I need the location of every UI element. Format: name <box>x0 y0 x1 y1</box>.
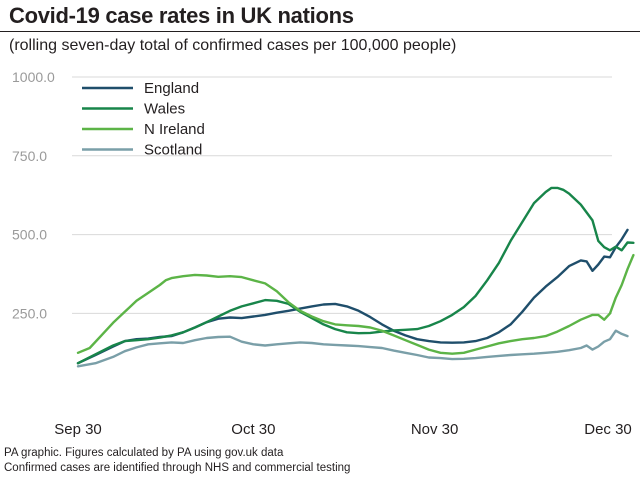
line-chart: 1000.0 750.0 500.0 250.0 Sep 30 Oct 30 Nov 30… <box>12 69 635 438</box>
x-tick-label: Sep 30 <box>54 421 102 438</box>
legend: England Wales N Ireland Scotland <box>82 80 205 159</box>
chart-subtitle: (rolling seven-day total of confirmed ca… <box>9 37 457 54</box>
footer-note: Confirmed cases are identified through N… <box>4 462 351 474</box>
y-tick-label: 1000.0 <box>12 69 55 85</box>
legend-label: England <box>144 80 199 97</box>
y-tick-label: 500.0 <box>12 227 47 243</box>
legend-label: Wales <box>144 101 185 118</box>
x-tick-label: Nov 30 <box>411 421 459 438</box>
footer-source: PA graphic. Figures calculated by PA usi… <box>4 447 284 459</box>
y-tick-label: 750.0 <box>12 148 47 164</box>
x-axis-ticks: Sep 30 Oct 30 Nov 30 Dec 30 <box>54 421 632 438</box>
x-tick-label: Dec 30 <box>584 421 632 438</box>
y-tick-label: 250.0 <box>12 305 47 321</box>
legend-label: N Ireland <box>144 121 205 138</box>
series-line-scotland <box>76 329 629 368</box>
series-line-wales <box>76 186 635 365</box>
legend-label: Scotland <box>144 142 202 159</box>
series-lines <box>76 186 635 368</box>
chart-title: Covid-19 case rates in UK nations <box>9 3 354 28</box>
title-divider <box>0 31 640 32</box>
x-tick-label: Oct 30 <box>231 421 275 438</box>
series-line-n-ireland <box>76 253 635 355</box>
gridlines: 1000.0 750.0 500.0 250.0 <box>12 69 612 321</box>
